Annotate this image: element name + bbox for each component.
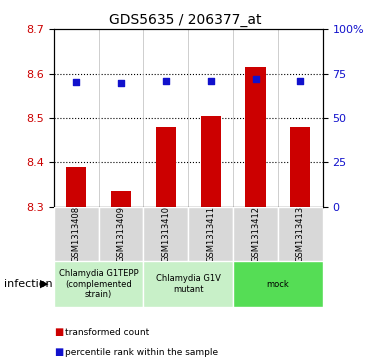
Point bbox=[253, 76, 259, 82]
Bar bbox=[246, 67, 266, 207]
Text: percentile rank within the sample: percentile rank within the sample bbox=[65, 348, 218, 356]
Text: infection: infection bbox=[4, 279, 52, 289]
Text: GSM1313410: GSM1313410 bbox=[161, 206, 170, 262]
Bar bbox=[99, 207, 144, 261]
Bar bbox=[156, 127, 176, 207]
Bar bbox=[201, 116, 221, 207]
Point bbox=[298, 78, 303, 83]
Text: GSM1313409: GSM1313409 bbox=[116, 206, 125, 262]
Text: GSM1313408: GSM1313408 bbox=[72, 206, 81, 262]
Point bbox=[163, 78, 169, 83]
Text: mock: mock bbox=[267, 280, 289, 289]
Bar bbox=[111, 191, 131, 207]
Point bbox=[208, 78, 214, 83]
Bar bbox=[66, 167, 86, 207]
Bar bbox=[54, 261, 144, 307]
Bar bbox=[144, 207, 188, 261]
Bar bbox=[233, 261, 323, 307]
Bar bbox=[290, 127, 311, 207]
Text: ■: ■ bbox=[54, 347, 63, 357]
Bar bbox=[144, 261, 233, 307]
Point bbox=[73, 79, 79, 85]
Text: Chlamydia G1TEPP
(complemented
strain): Chlamydia G1TEPP (complemented strain) bbox=[59, 269, 138, 299]
Text: Chlamydia G1V
mutant: Chlamydia G1V mutant bbox=[156, 274, 221, 294]
Bar bbox=[233, 207, 278, 261]
Text: ■: ■ bbox=[54, 327, 63, 337]
Text: GSM1313411: GSM1313411 bbox=[206, 206, 215, 262]
Bar bbox=[188, 207, 233, 261]
Point bbox=[118, 80, 124, 86]
Text: transformed count: transformed count bbox=[65, 328, 149, 337]
Text: ▶: ▶ bbox=[40, 279, 49, 289]
Text: GSM1313413: GSM1313413 bbox=[296, 206, 305, 262]
Bar bbox=[278, 207, 323, 261]
Bar bbox=[54, 207, 99, 261]
Text: GDS5635 / 206377_at: GDS5635 / 206377_at bbox=[109, 13, 262, 27]
Text: GSM1313412: GSM1313412 bbox=[251, 206, 260, 262]
